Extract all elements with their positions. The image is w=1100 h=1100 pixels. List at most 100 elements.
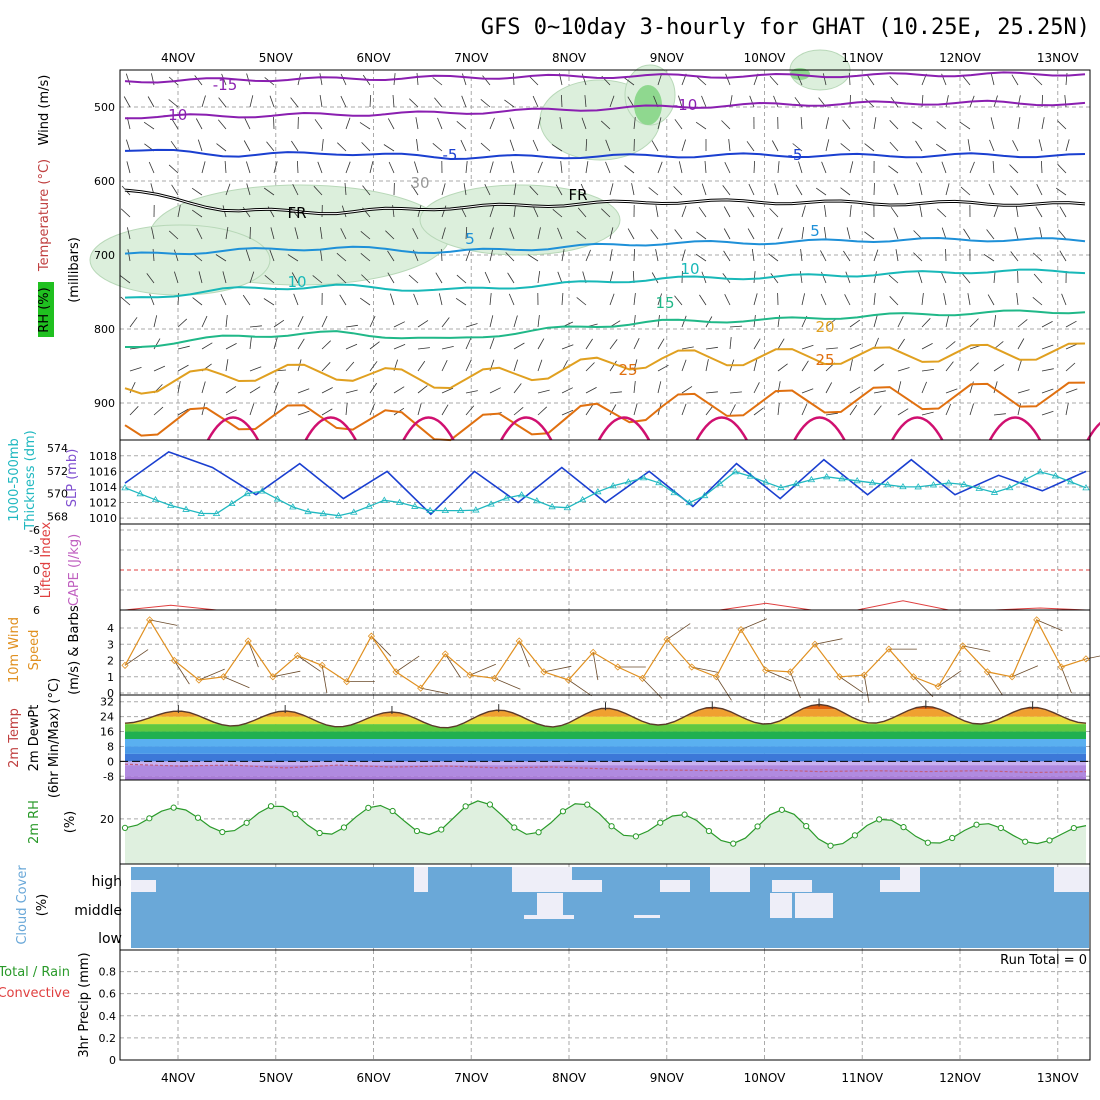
wind-barb bbox=[893, 183, 899, 196]
thickness-marker bbox=[1036, 468, 1044, 475]
axis-labels: 4NOV 4NOV 5NOV 5NOV 6NOV 6NOV 7NOV 7NOV 8NOV 8NOV… bbox=[0, 51, 1079, 1085]
wind-barb bbox=[292, 184, 299, 196]
cloud-row-label: low bbox=[98, 931, 122, 947]
wind-barb bbox=[695, 253, 707, 262]
rh-marker bbox=[973, 821, 980, 828]
rh-marker bbox=[803, 822, 810, 830]
wind-barb bbox=[369, 382, 378, 394]
thickness-marker bbox=[716, 480, 724, 487]
wind-speed-marker bbox=[737, 626, 745, 634]
isotherm-30 bbox=[500, 416, 553, 441]
wind-barb bbox=[1035, 206, 1043, 218]
wind-barb bbox=[392, 94, 395, 108]
wind-barb bbox=[888, 274, 899, 284]
surface-wind-barb bbox=[223, 676, 250, 689]
surface-wind-barb bbox=[839, 676, 863, 693]
wind-barb bbox=[510, 161, 515, 174]
wind-barb bbox=[221, 73, 227, 86]
thickness-marker bbox=[624, 478, 633, 485]
wind-speed-axis-label: Speed bbox=[27, 630, 42, 671]
wind-barb bbox=[242, 294, 251, 306]
thickness-marker bbox=[395, 498, 404, 505]
wind-barb bbox=[465, 161, 468, 174]
wind-barb bbox=[297, 338, 305, 350]
wind-barb bbox=[889, 296, 899, 306]
thickness-marker bbox=[487, 500, 495, 507]
cloud-clear-patch bbox=[710, 867, 750, 892]
wind-barb bbox=[825, 347, 838, 350]
wind-barb bbox=[820, 250, 827, 262]
wind-speed-marker bbox=[195, 676, 203, 684]
wind-barb bbox=[704, 160, 707, 174]
wind-barb bbox=[345, 403, 348, 416]
wind-barb bbox=[919, 205, 923, 218]
wind-barb bbox=[532, 205, 539, 218]
thickness-marker bbox=[289, 503, 297, 510]
wind-barb bbox=[873, 249, 879, 262]
wind-barb bbox=[171, 184, 179, 196]
wind-barb bbox=[168, 230, 179, 240]
thickness-marker bbox=[365, 502, 373, 509]
wind-barb bbox=[321, 408, 333, 416]
wind-barb bbox=[768, 253, 779, 262]
wind-barb bbox=[987, 294, 995, 306]
thickness-marker bbox=[151, 495, 160, 503]
wind-barb bbox=[890, 206, 899, 218]
wind-barb bbox=[417, 385, 428, 394]
wind-barb bbox=[873, 315, 878, 328]
wind-barb bbox=[753, 382, 760, 394]
wind-barb bbox=[873, 293, 876, 306]
wind-barb bbox=[319, 95, 323, 108]
wind-barb bbox=[153, 338, 161, 350]
wind-barb bbox=[777, 338, 785, 350]
contour-label: -5 bbox=[788, 146, 803, 164]
wind-barb bbox=[360, 230, 371, 240]
wind-barb bbox=[527, 254, 539, 262]
wind-barb bbox=[1059, 250, 1067, 262]
wind-speed-marker bbox=[318, 661, 326, 669]
wind-barb bbox=[729, 391, 742, 394]
thickness-marker bbox=[868, 479, 877, 486]
wind-speed-marker bbox=[491, 674, 499, 682]
wind-barb bbox=[225, 409, 237, 416]
day-label-bottom: 12NOV bbox=[939, 1071, 981, 1085]
wind-barb bbox=[337, 274, 347, 284]
wind-barb bbox=[287, 254, 299, 262]
wind-barb bbox=[489, 227, 494, 240]
wind-barb bbox=[321, 315, 328, 328]
wind-barb bbox=[369, 161, 374, 174]
wind-barb bbox=[146, 273, 155, 284]
wind-barb bbox=[967, 293, 971, 306]
wind-barb bbox=[313, 185, 323, 196]
temperature-axis-label: Temperature (°C) bbox=[37, 159, 52, 272]
wind-barb bbox=[945, 361, 954, 372]
wind-barb bbox=[937, 208, 947, 218]
thickness-marker bbox=[334, 511, 343, 519]
surface-wind-barb bbox=[444, 653, 461, 678]
wind-barb bbox=[246, 183, 251, 196]
surface-wind-barb bbox=[321, 665, 328, 694]
wind-barb bbox=[195, 118, 203, 130]
wind-barb bbox=[729, 325, 743, 328]
thickness-marker bbox=[182, 505, 190, 512]
wind-barb bbox=[849, 319, 861, 328]
wind-barb bbox=[633, 117, 636, 130]
wind-barb bbox=[969, 318, 979, 328]
wind-barb bbox=[840, 143, 851, 152]
precip-convective-label: Convective bbox=[0, 986, 70, 1001]
wind-barb bbox=[865, 98, 875, 108]
wind-barb bbox=[432, 142, 443, 152]
wind-barb bbox=[361, 274, 371, 284]
wind-barb bbox=[249, 337, 252, 350]
day-label-top: 11NOV bbox=[841, 51, 883, 65]
wind-barb bbox=[273, 337, 278, 350]
wind-barb bbox=[897, 408, 909, 416]
wind-barb bbox=[319, 73, 323, 86]
wind-barb bbox=[820, 293, 827, 306]
wind-barb bbox=[126, 161, 131, 174]
temp-band bbox=[125, 739, 1086, 747]
wind-barb bbox=[537, 271, 541, 284]
wind-barb bbox=[1017, 403, 1021, 416]
wind-barb bbox=[993, 315, 997, 328]
thickness-marker bbox=[1006, 483, 1014, 491]
